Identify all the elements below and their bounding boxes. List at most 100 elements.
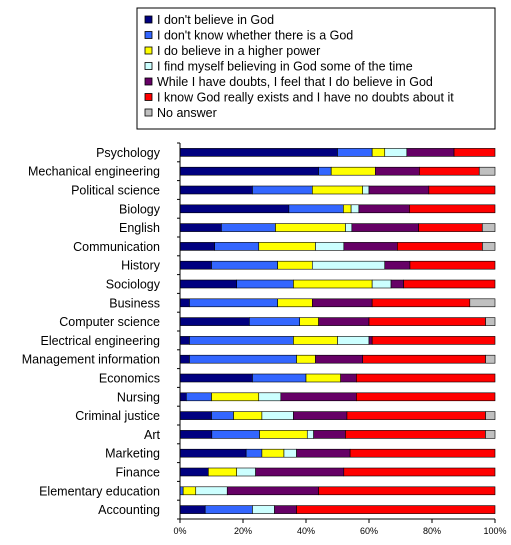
bar-segment [305,373,341,383]
bar-segment [296,448,351,458]
legend: I don't believe in God I don't know wheth… [136,7,496,130]
bar-segment [384,260,411,270]
bar-segment [259,430,308,439]
bar-segment [179,373,253,383]
bar-segment [204,505,253,514]
bar-segment [315,354,364,364]
legend-entry: No answer [157,106,217,120]
bar-segment [311,298,373,308]
bar-segment [345,223,353,232]
bar-segment [362,185,370,195]
bar-segment [186,392,212,402]
legend-swatch [144,62,153,70]
bar-segment [179,467,209,477]
bar-segment [211,411,234,420]
bar-segment [397,242,483,251]
category-label: Nursing [117,390,160,404]
bar-segment [345,430,486,439]
bar-segment [293,411,348,420]
bar-segment [288,204,344,214]
legend-entry: I don't believe in God [157,13,274,27]
bar-segment [406,148,455,157]
bar-segment [179,336,190,345]
x-tick-label: 40% [297,526,315,536]
bar-segment [261,411,294,420]
bar-segment [453,148,496,157]
bar-segment [296,354,316,364]
bar-segment [233,411,263,420]
bar-segment [340,373,357,383]
bar-segment [189,354,297,364]
legend-entry: I know God really exists and I have no d… [157,91,454,105]
category-label: Management information [22,353,160,367]
bar-segment [255,467,345,477]
category-label: Communication [73,240,160,254]
category-label: Business [109,296,160,310]
bar-segment [485,430,496,439]
legend-entry: I don't know whether there is a God [157,29,353,43]
category-label: Electrical engineering [40,334,160,348]
bar-segment [280,392,357,402]
category-label: Accounting [98,503,160,517]
bar-segment [179,279,238,289]
bar-segment [252,185,313,195]
category-label: Sociology [106,278,161,292]
category-label: Mechanical engineering [28,165,160,179]
bar-segment [195,486,228,496]
x-tick-label: 0% [173,526,186,536]
bar-segment [371,336,496,345]
bar-segment [182,486,197,496]
bar-segment [208,467,238,477]
bar-segment [179,185,253,195]
x-tick-label: 100% [483,526,506,536]
category-label: Finance [116,466,161,480]
bar-segment [358,204,410,214]
x-tick-label: 20% [234,526,252,536]
legend-swatch [144,15,153,24]
bar-segment [189,336,294,345]
bar-segment [311,185,363,195]
bar-segment [179,430,213,439]
category-label: Art [144,428,161,442]
bar-segment [179,392,187,402]
bar-segment [419,166,480,176]
bar-segment [261,448,285,458]
bar-segment [179,317,250,326]
bar-segment [428,185,496,195]
bar-segment [179,505,206,514]
bar-segment [368,336,373,345]
bar-segment [179,354,190,364]
legend-box [136,7,496,130]
bar-segment [337,148,373,157]
category-label: English [119,221,160,235]
legend-entry: While I have doubts, I feel that I do be… [157,75,433,89]
bar-segment [318,317,370,326]
bar-segment [351,223,419,232]
category-label: Biology [119,202,161,216]
legend-swatch [144,108,153,117]
bar-segment [211,392,260,402]
legend-entry: I find myself believing in God some of t… [157,60,413,74]
bar-segment [318,486,496,496]
bar-segment [485,411,496,420]
bar-segment [343,467,496,477]
bar-segment [371,298,471,308]
bar-segment [275,223,346,232]
bar-segment [252,373,307,383]
category-label: Computer science [59,315,160,329]
bar-segment [418,223,483,232]
category-label: Marketing [105,447,160,461]
category-label: History [121,259,161,273]
bar-segment [214,242,260,251]
category-label: Political science [71,184,160,198]
bar-segment [283,448,297,458]
category-label: Psychology [96,146,161,160]
bar-segment [258,392,282,402]
bar-segment [318,166,332,176]
bar-segment [306,430,314,439]
bar-segment [293,336,338,345]
bar-segment [249,317,301,326]
bar-segment [485,354,496,364]
legend-entry: I do believe in a higher power [157,44,320,58]
